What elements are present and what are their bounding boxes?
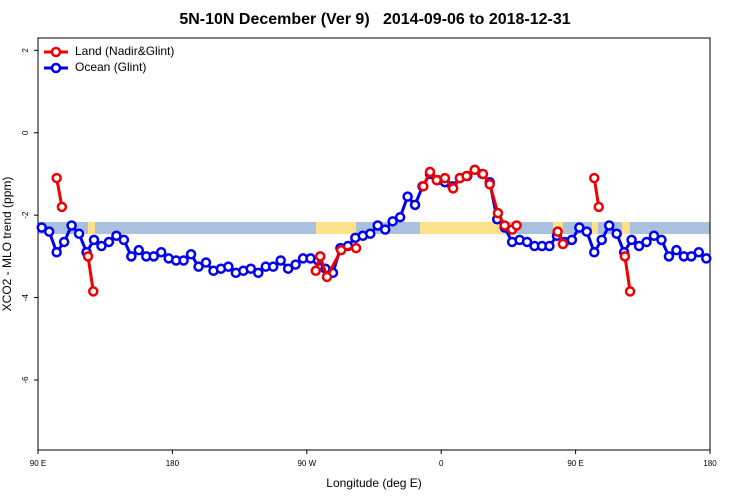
point [469, 164, 481, 176]
point [581, 226, 593, 237]
point [66, 220, 77, 231]
point [321, 271, 333, 283]
point [133, 244, 145, 256]
point [461, 170, 472, 182]
point [88, 234, 100, 246]
point [314, 251, 326, 262]
point [611, 228, 622, 239]
point [402, 191, 413, 202]
point [253, 267, 264, 279]
point [589, 172, 600, 184]
legend-marker [50, 46, 62, 58]
point [686, 251, 697, 262]
legend-marker [50, 62, 62, 74]
y-tick-label: -4 [21, 293, 30, 301]
point [552, 226, 563, 237]
point [73, 228, 85, 239]
point [36, 222, 47, 233]
point [51, 172, 62, 184]
point [193, 261, 204, 272]
point [365, 228, 376, 239]
point [521, 236, 533, 248]
point [178, 255, 189, 266]
point [477, 168, 489, 180]
point [394, 211, 406, 223]
point [148, 251, 159, 262]
point [267, 261, 279, 272]
point [648, 230, 660, 242]
point [439, 172, 451, 184]
point [245, 263, 257, 274]
x-tick-label: 0 [439, 459, 444, 468]
point [544, 240, 555, 252]
point [126, 251, 137, 262]
point [633, 240, 645, 252]
point [484, 179, 495, 190]
point [574, 222, 585, 233]
y-axis-label: XCO2 - MLO trend (ppm) [0, 177, 14, 312]
point [275, 255, 286, 266]
point [593, 201, 604, 213]
point [492, 207, 504, 219]
x-axis-label: Longitude (deg E) [326, 476, 421, 490]
point [290, 259, 301, 270]
point [96, 240, 107, 252]
point [557, 238, 569, 250]
point [111, 230, 122, 242]
point [499, 220, 510, 231]
point [155, 246, 167, 258]
point [626, 234, 637, 246]
point [656, 234, 667, 246]
point [282, 263, 294, 274]
point [88, 286, 99, 297]
y-tick-label: -6 [21, 376, 30, 384]
point [118, 234, 130, 246]
plot-frame [37, 37, 711, 451]
point [596, 234, 607, 246]
point [51, 246, 62, 258]
point [447, 183, 459, 194]
point [671, 244, 682, 256]
y-tick-label: -2 [21, 211, 30, 219]
point [223, 261, 234, 272]
legend-label: Land (Nadir&Glint) [75, 44, 174, 58]
point [566, 234, 578, 246]
y-tick-label: 2 [21, 48, 30, 53]
point [624, 286, 636, 297]
point [511, 220, 522, 231]
point [589, 246, 600, 258]
point [619, 251, 631, 262]
point [387, 216, 398, 227]
x-tick-label: 90 E [567, 459, 583, 468]
x-tick-label: 90 E [30, 459, 46, 468]
point [43, 226, 55, 237]
point [603, 220, 615, 231]
x-tick-label: 180 [703, 459, 717, 468]
point [663, 251, 675, 262]
point [424, 166, 436, 178]
point [56, 201, 68, 213]
point [431, 174, 442, 186]
x-tick-label: 180 [166, 459, 180, 468]
point [200, 257, 212, 268]
point [379, 224, 391, 235]
legend-label: Ocean (Glint) [75, 60, 146, 74]
point [418, 181, 429, 192]
x-tick-label: 90 W [297, 459, 316, 468]
point [693, 246, 705, 258]
point [58, 236, 70, 248]
y-tick-label: 0 [21, 130, 30, 135]
point [335, 244, 347, 256]
point [103, 236, 115, 248]
point [82, 251, 94, 262]
point [372, 220, 383, 231]
chart-title: 5N-10N December (Ver 9) 2014-09-06 to 20… [179, 11, 570, 28]
point [409, 199, 421, 211]
point [350, 242, 362, 254]
point [701, 253, 712, 264]
point [185, 249, 197, 260]
point [641, 236, 652, 248]
point [310, 265, 322, 277]
